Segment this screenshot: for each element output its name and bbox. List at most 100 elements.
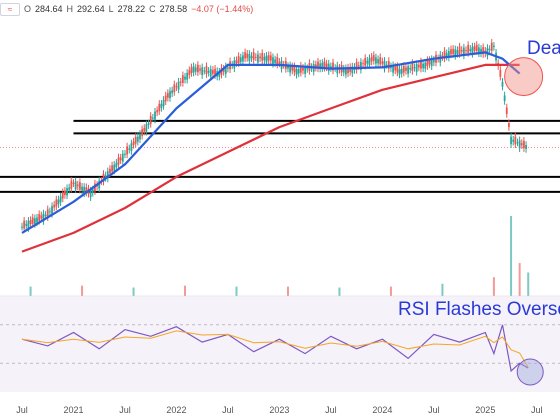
volume-bar [441,283,444,296]
candle-body [21,226,23,228]
candle-body [196,64,199,73]
candle-body [370,56,373,62]
rsi-annotation: RSI Flashes Overso [398,299,560,320]
candle-body [169,91,171,99]
candle-body [520,143,523,146]
candle-body [237,56,240,64]
candle-body [68,187,71,190]
candle-body [364,57,367,66]
candle-body [79,182,81,190]
candle-body [329,66,332,69]
candle-body [85,187,88,193]
candle-body [171,90,174,94]
candle-body [295,68,298,75]
candle-body [83,186,86,194]
candle-body [164,95,167,102]
candle-body [36,217,38,223]
candle-body [525,145,527,149]
candle-body [74,181,77,190]
candle-body [355,62,358,70]
candle-body [248,53,251,62]
candle-body [111,165,113,172]
candle-body [166,93,169,98]
candle-body [132,141,135,145]
candle-body [278,61,281,64]
candle-body [390,66,392,69]
candle-body [471,46,474,54]
candle-body [302,67,304,71]
candle-body [29,220,32,224]
close-label: C [149,4,156,14]
candle-body [383,60,386,69]
candle-body [357,65,360,67]
approx-icon[interactable]: ≈ [0,2,20,16]
candle-body [332,62,334,71]
candle-body [321,62,324,69]
candle-body [465,50,467,52]
candle-body [323,61,326,68]
volume-bar [286,286,289,296]
candle-body [59,196,62,203]
candle-body [325,63,328,68]
ohlc-header: ≈ O 284.64 H 292.64 L 278.22 C 278.58 −4.07 … [0,0,253,18]
candle-body [70,180,73,189]
candle-body [381,61,384,64]
candle-body [516,142,519,144]
volume-bar [518,263,521,296]
candle-body [158,103,161,112]
candle-body [160,103,163,108]
candle-body [274,59,277,63]
crossover-highlight [504,57,544,97]
x-tick-label: Jul [119,405,131,415]
candle-body [344,68,347,75]
x-tick-label: 2025 [475,405,495,415]
candle-body [445,53,448,57]
rsi-band [0,296,560,392]
candle-body [409,67,412,70]
candle-body [368,58,371,66]
candle-body [454,49,457,56]
candle-body [201,67,204,76]
candle-body [387,60,390,69]
candle-body [505,107,508,114]
candle-body [392,65,394,73]
candle-body [473,46,476,51]
candle-body [186,72,189,80]
candle-body [488,49,491,51]
candle-body [242,55,244,62]
candle-body [291,66,294,71]
candle-body [55,199,58,207]
candle-body [420,61,422,69]
close-value: 278.58 [159,4,188,14]
candle-body [212,69,214,74]
volume-bar [338,287,341,296]
candle-body [151,117,154,119]
open-value: 284.64 [35,4,63,14]
candle-body [250,55,253,59]
volume-bar [235,286,238,296]
change-value: −4.07 (−1.44%) [191,4,254,14]
candle-body [61,192,64,199]
candle-body [46,209,49,218]
candle-body [25,223,28,226]
candle-body [130,143,133,152]
candle-body [239,57,242,62]
candle-body [411,63,414,71]
candle-body [523,140,525,149]
candle-body [407,66,409,74]
candle-body [377,59,379,64]
candle-body [184,76,186,80]
candle-body [304,66,307,74]
candle-body [190,67,193,74]
candle-body [402,65,405,73]
candle-body [106,171,109,179]
volume-bar [510,216,513,296]
candle-body [218,71,221,77]
candle-body [53,204,56,208]
candle-body [267,55,270,61]
candle-body [254,56,257,58]
volume-bar [29,286,32,296]
candle-body [48,211,51,213]
candle-body [458,46,461,55]
